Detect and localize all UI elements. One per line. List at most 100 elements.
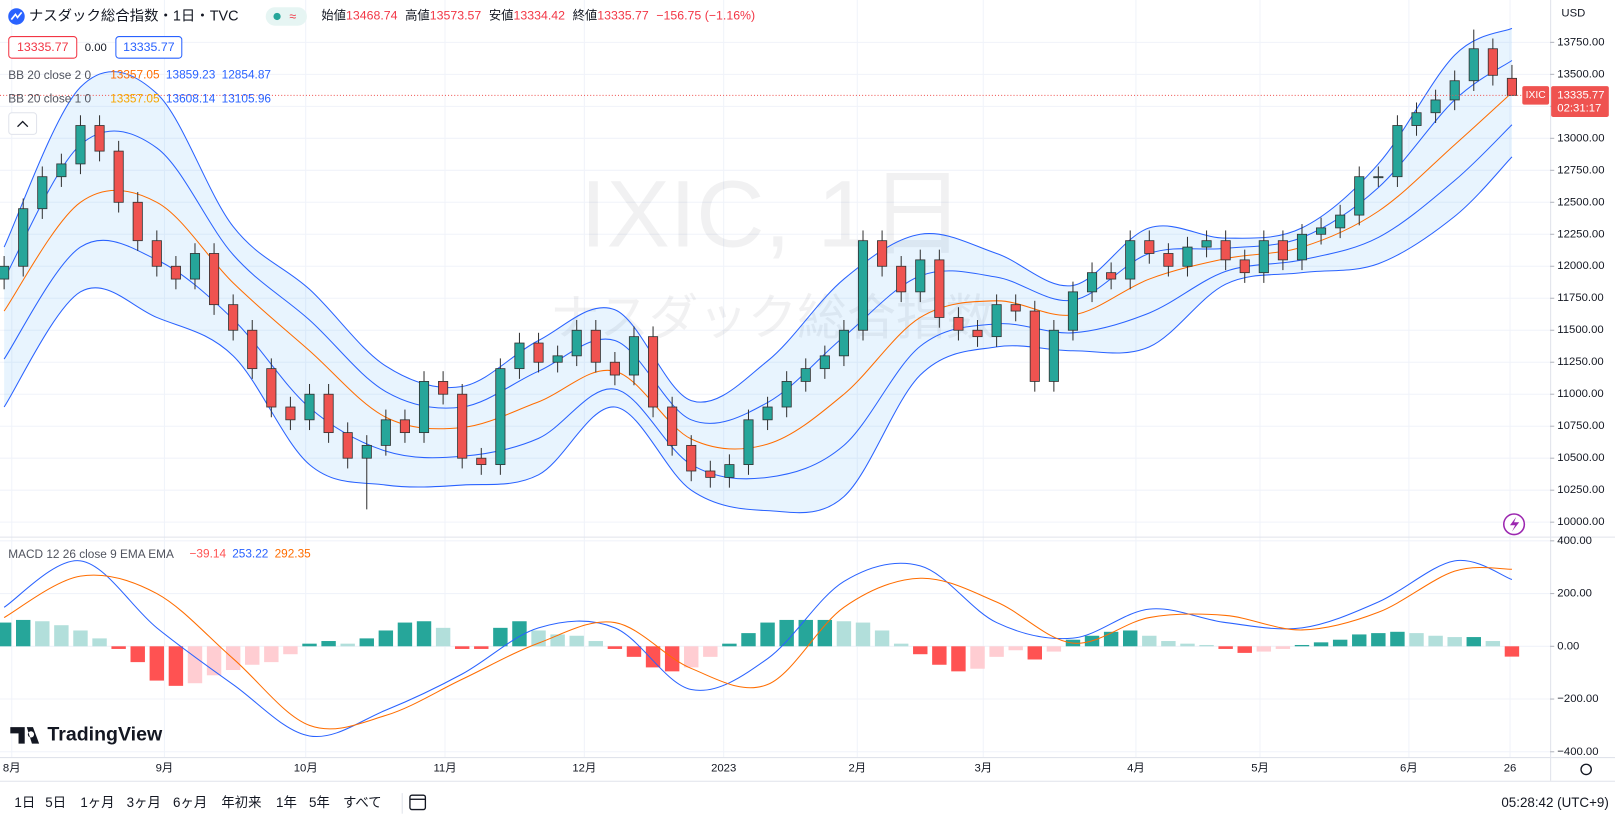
ohlc-label: 高値 xyxy=(405,8,430,23)
y-tick-label: 10000.00 xyxy=(1557,516,1604,528)
x-tick-label: 2023 xyxy=(711,762,736,774)
currency[interactable]: USD xyxy=(1561,7,1585,19)
histogram-bar xyxy=(1008,646,1023,651)
candle-body xyxy=(857,240,869,331)
sell-box[interactable] xyxy=(8,36,78,59)
settings-icon[interactable] xyxy=(1580,763,1592,776)
histogram-bar xyxy=(1199,644,1214,647)
range-button[interactable]: 年初来 xyxy=(221,795,261,810)
date-range-icon[interactable] xyxy=(409,794,427,811)
candle-body xyxy=(228,304,239,331)
collapse-button[interactable] xyxy=(8,112,38,135)
histogram-bar xyxy=(1161,641,1176,647)
candle-body xyxy=(1468,48,1479,82)
range-button[interactable]: 1ヶ月 xyxy=(80,795,114,810)
histogram-bar xyxy=(817,619,833,647)
candle-body xyxy=(915,259,926,293)
ohlc-label: 始値 xyxy=(321,8,346,23)
y-tick-label: 0.00 xyxy=(1557,640,1579,652)
candle-body xyxy=(18,208,29,267)
price-tag-value: 13335.77 xyxy=(1557,89,1604,101)
histogram-bar xyxy=(989,646,1004,657)
macd-value: 253.22 xyxy=(232,547,268,561)
candle-body xyxy=(1392,125,1403,178)
histogram-bar xyxy=(1313,642,1329,647)
candle-body xyxy=(399,419,410,434)
range-button[interactable]: 6ヶ月 xyxy=(173,795,207,810)
histogram-bar xyxy=(130,646,145,663)
histogram-bar xyxy=(932,646,947,665)
symbol-tag xyxy=(1522,86,1550,105)
histogram-bar xyxy=(1103,631,1119,647)
histogram-bar xyxy=(1237,646,1252,653)
candle-body xyxy=(1182,246,1193,267)
candle-body xyxy=(1106,272,1117,280)
status-dot xyxy=(273,12,281,21)
indicator-value: 13357.05 xyxy=(110,92,160,106)
histogram-bar xyxy=(798,619,813,647)
range-button[interactable]: 1年 xyxy=(276,795,297,810)
histogram-bar xyxy=(722,643,737,647)
macd-label[interactable]: MACD 12 26 close 9 EMA EMA xyxy=(8,547,174,561)
candle-body xyxy=(113,150,124,203)
macd-value: −39.14 xyxy=(190,547,227,561)
candle-body xyxy=(1411,112,1422,126)
candle-body xyxy=(1067,291,1079,331)
candle-body xyxy=(0,265,10,280)
candle-body xyxy=(1258,240,1269,274)
indicator-value: 13105.96 xyxy=(222,92,272,106)
ohlc-label: 安値 xyxy=(489,8,514,23)
price-tag xyxy=(1551,86,1609,117)
y-tick-label: 13750.00 xyxy=(1557,36,1604,48)
candle-body xyxy=(1316,227,1327,235)
histogram-bar xyxy=(149,646,165,681)
histogram-bar xyxy=(264,646,279,663)
candle-body xyxy=(342,432,353,459)
histogram-bar xyxy=(1504,646,1520,657)
candle-body xyxy=(724,464,735,478)
candle-body xyxy=(838,329,849,357)
candle-body xyxy=(1239,259,1250,274)
indicator-value: 13357.05 xyxy=(110,68,160,82)
status-badge[interactable] xyxy=(265,7,307,26)
range-button[interactable]: 3ヶ月 xyxy=(127,795,161,810)
histogram-bar xyxy=(111,646,126,649)
buy-box[interactable] xyxy=(115,36,183,59)
candle-body xyxy=(1163,253,1174,267)
ohlc-label: 終値 xyxy=(573,8,598,23)
y-tick-label: 400.00 xyxy=(1557,535,1592,547)
candle-body xyxy=(380,419,391,446)
histogram-bar xyxy=(645,646,661,668)
macd-value: 292.35 xyxy=(275,547,312,561)
symbol-title[interactable]: ナスダック総合指数・1日・TVC xyxy=(29,7,239,24)
logo-text[interactable]: TradingView xyxy=(47,724,163,746)
histogram-bar xyxy=(0,622,12,647)
indicator-label[interactable]: BB 20 close 2 0 xyxy=(8,68,91,82)
range-button[interactable]: すべて xyxy=(343,795,382,810)
band-fill xyxy=(4,28,1512,513)
candle-body xyxy=(132,201,143,242)
range-button[interactable]: 5年 xyxy=(309,795,330,810)
y-tick-label: 12000.00 xyxy=(1557,260,1604,272)
x-tick-label: 11月 xyxy=(433,762,456,774)
histogram-bar xyxy=(970,646,985,669)
clock[interactable]: 05:28:42 (UTC+9) xyxy=(1501,795,1608,810)
x-tick-label: 9月 xyxy=(156,762,174,774)
y-tick-label: 12500.00 xyxy=(1557,196,1604,208)
candle-body xyxy=(361,444,372,459)
candle-body xyxy=(170,265,181,280)
x-tick-label: 6月 xyxy=(1400,762,1418,774)
range-button[interactable]: 5日 xyxy=(45,795,66,810)
range-button[interactable]: 1日 xyxy=(14,795,35,810)
candle-body xyxy=(1335,214,1346,229)
candle-body xyxy=(1144,240,1155,254)
histogram-bar xyxy=(1294,644,1310,647)
y-tick-label: 10250.00 xyxy=(1557,484,1604,496)
indicator-label[interactable]: BB 20 close 1 0 xyxy=(8,92,91,106)
histogram-bar xyxy=(569,635,584,647)
histogram-bar xyxy=(607,646,623,649)
histogram-bar xyxy=(1046,646,1062,652)
candle-body xyxy=(151,240,162,267)
